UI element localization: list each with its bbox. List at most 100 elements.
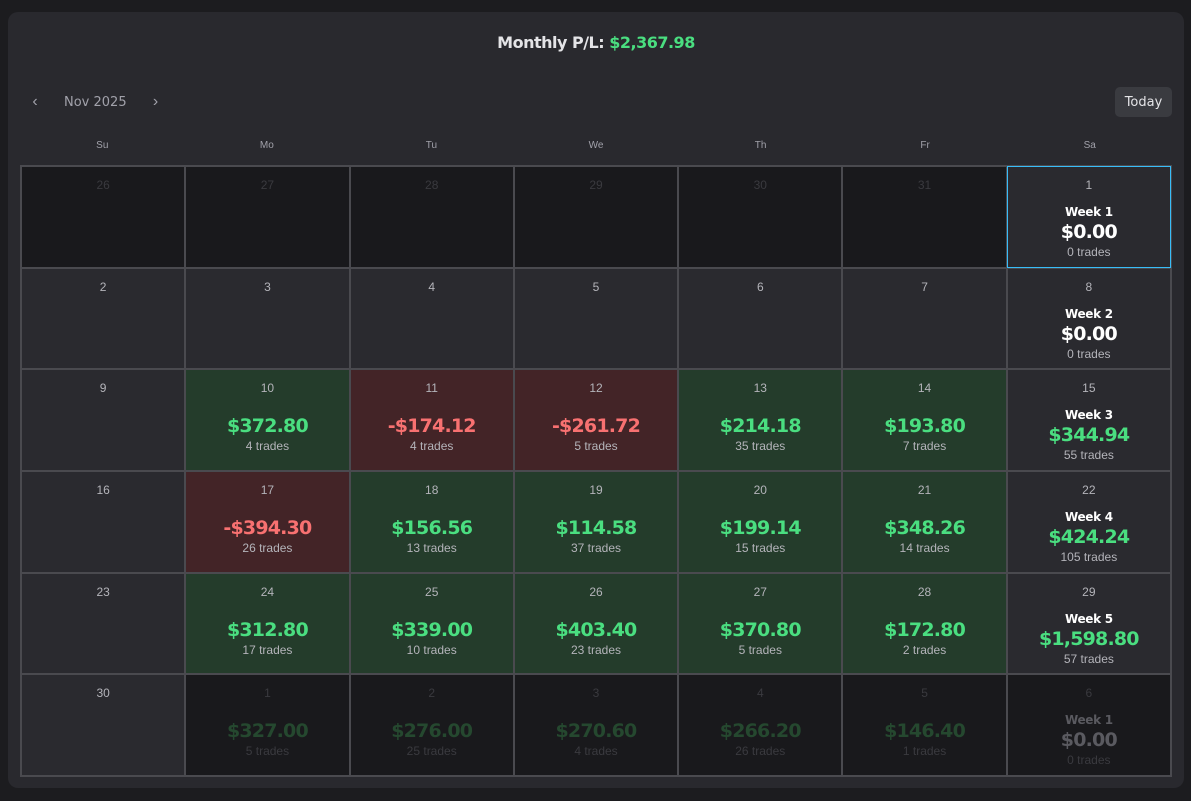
week-label: Week 2 xyxy=(1064,306,1113,321)
week-summary-cell[interactable]: 29 Week 5 $1,598.80 57 trades xyxy=(1006,572,1171,675)
day-trade-count: 14 trades xyxy=(899,540,950,555)
day-number: 23 xyxy=(96,584,110,599)
day-number: 26 xyxy=(589,584,603,599)
day-cell[interactable]: 18 $156.56 13 trades xyxy=(349,470,514,573)
day-number: 20 xyxy=(753,482,767,497)
week-label: Week 1 xyxy=(1064,713,1113,728)
day-cell[interactable]: 29 xyxy=(513,166,679,268)
day-number: 30 xyxy=(753,178,767,192)
day-cell[interactable]: 4 $266.20 26 trades xyxy=(678,674,843,776)
day-pl-amount: $199.14 xyxy=(719,516,802,539)
day-cell[interactable]: 3 $270.60 4 trades xyxy=(513,674,679,776)
day-trade-count: 5 trades xyxy=(738,642,782,657)
day-cell[interactable]: 24 $312.80 17 trades xyxy=(185,572,350,675)
day-cell[interactable]: 20 $199.14 15 trades xyxy=(678,470,843,573)
monthly-pl-label: Monthly P/L: xyxy=(497,33,605,52)
day-cell[interactable]: 27 $370.80 5 trades xyxy=(678,572,843,675)
day-pl-amount: $214.18 xyxy=(719,415,802,438)
weekday-label: Tu xyxy=(425,140,438,151)
day-number: 29 xyxy=(1082,584,1096,599)
day-cell[interactable]: 13 $214.18 35 trades xyxy=(678,369,843,471)
day-cell[interactable]: 19 $114.58 37 trades xyxy=(513,470,679,573)
week-label: Week 5 xyxy=(1064,611,1113,626)
day-cell[interactable]: 16 xyxy=(21,470,186,573)
day-number: 5 xyxy=(592,279,600,294)
day-cell[interactable]: 2 xyxy=(21,267,186,370)
day-cell[interactable]: 1 $327.00 5 trades xyxy=(185,674,350,776)
day-trade-count: 5 trades xyxy=(574,439,618,454)
week-trade-count: 0 trades xyxy=(1067,245,1111,259)
day-number: 18 xyxy=(425,482,439,497)
week-label: Week 1 xyxy=(1064,205,1113,219)
day-pl-amount: -$261.72 xyxy=(551,415,641,438)
day-cell[interactable]: 21 $348.26 14 trades xyxy=(842,470,1007,573)
month-label: Nov 2025 xyxy=(64,94,127,110)
day-cell[interactable]: 9 xyxy=(21,369,186,471)
day-number: 27 xyxy=(753,584,767,599)
day-cell[interactable]: 11 -$174.12 4 trades xyxy=(349,369,514,471)
week-summary-cell[interactable]: 15 Week 3 $344.94 55 trades xyxy=(1006,369,1171,471)
day-cell[interactable]: 26 $403.40 23 trades xyxy=(513,572,679,675)
calendar-panel: Monthly P/L: $2,367.98 ‹ Nov 2025 › Toda… xyxy=(8,12,1184,788)
day-trade-count: 15 trades xyxy=(735,540,786,555)
day-cell[interactable]: 4 xyxy=(349,267,514,370)
day-number: 15 xyxy=(1082,381,1096,396)
day-pl-amount: $172.80 xyxy=(884,618,966,641)
monthly-pl: Monthly P/L: $2,367.98 xyxy=(8,33,1184,52)
day-number: 2 xyxy=(99,279,107,294)
day-cell[interactable]: 10 $372.80 4 trades xyxy=(185,369,350,471)
day-cell[interactable]: 30 xyxy=(678,166,843,268)
weekday-label: Sa xyxy=(1083,140,1096,151)
weekday-label: Su xyxy=(96,140,109,151)
day-cell[interactable]: 30 xyxy=(21,674,186,776)
day-pl-amount: $114.58 xyxy=(555,516,638,539)
day-cell[interactable]: 5 xyxy=(513,267,679,370)
day-cell[interactable]: 14 $193.80 7 trades xyxy=(842,369,1007,471)
day-cell[interactable]: 6 xyxy=(678,267,843,370)
month-nav: ‹ Nov 2025 › xyxy=(28,92,163,112)
day-number: 29 xyxy=(589,178,603,192)
day-cell[interactable]: 12 -$261.72 5 trades xyxy=(513,369,679,471)
day-number: 3 xyxy=(592,686,600,701)
day-pl-amount: $348.26 xyxy=(884,516,966,539)
day-number: 26 xyxy=(96,178,110,192)
day-trade-count: 1 trades xyxy=(902,744,947,759)
day-cell[interactable]: 5 $146.40 1 trades xyxy=(842,674,1007,776)
day-cell[interactable]: 17 -$394.30 26 trades xyxy=(185,470,350,573)
day-number: 16 xyxy=(96,482,110,497)
week-trade-count: 0 trades xyxy=(1067,753,1111,768)
chevron-right-icon[interactable]: › xyxy=(152,93,159,110)
day-cell[interactable]: 25 $339.00 10 trades xyxy=(349,572,514,675)
day-pl-amount: $339.00 xyxy=(391,618,473,641)
day-cell[interactable]: 23 xyxy=(21,572,186,675)
day-cell[interactable]: 3 xyxy=(185,267,350,370)
day-pl-amount: $372.80 xyxy=(226,415,309,438)
day-number: 4 xyxy=(428,279,436,294)
weekday-label: We xyxy=(588,140,604,151)
day-trade-count: 2 trades xyxy=(902,642,947,657)
day-number: 25 xyxy=(425,584,439,599)
day-cell[interactable]: 27 xyxy=(185,166,350,268)
week-summary-cell[interactable]: 1 Week 1 $0.00 0 trades xyxy=(1006,166,1171,268)
day-number: 19 xyxy=(589,482,603,497)
day-cell[interactable]: 2 $276.00 25 trades xyxy=(349,674,514,776)
day-cell[interactable]: 28 $172.80 2 trades xyxy=(842,572,1007,675)
weekday-header: Su Mo Tu We Th Fr Sa xyxy=(20,136,1172,156)
day-cell[interactable]: 31 xyxy=(842,166,1007,268)
today-button[interactable]: Today xyxy=(1115,87,1172,117)
week-pl-amount: $0.00 xyxy=(1060,221,1118,243)
day-number: 7 xyxy=(921,279,928,294)
day-cell[interactable]: 28 xyxy=(349,166,514,268)
week-summary-cell[interactable]: 22 Week 4 $424.24 105 trades xyxy=(1006,470,1171,573)
day-trade-count: 4 trades xyxy=(574,744,618,759)
day-cell[interactable]: 7 xyxy=(842,267,1007,370)
day-pl-amount: $270.60 xyxy=(555,720,638,743)
week-summary-cell[interactable]: 6 Week 1 $0.00 0 trades xyxy=(1006,674,1171,776)
day-pl-amount: $146.40 xyxy=(884,720,966,743)
chevron-left-icon[interactable]: ‹ xyxy=(32,93,38,110)
day-cell[interactable]: 26 xyxy=(21,166,186,268)
day-pl-amount: -$394.30 xyxy=(223,516,312,539)
week-summary-cell[interactable]: 8 Week 2 $0.00 0 trades xyxy=(1006,267,1171,370)
calendar-grid: 26 27 28 29 30 31 1 Week 1 $0.00 0 trades 2 3 4 5 6 7 8 W… xyxy=(20,165,1172,777)
weekday-label: Mo xyxy=(259,140,274,151)
